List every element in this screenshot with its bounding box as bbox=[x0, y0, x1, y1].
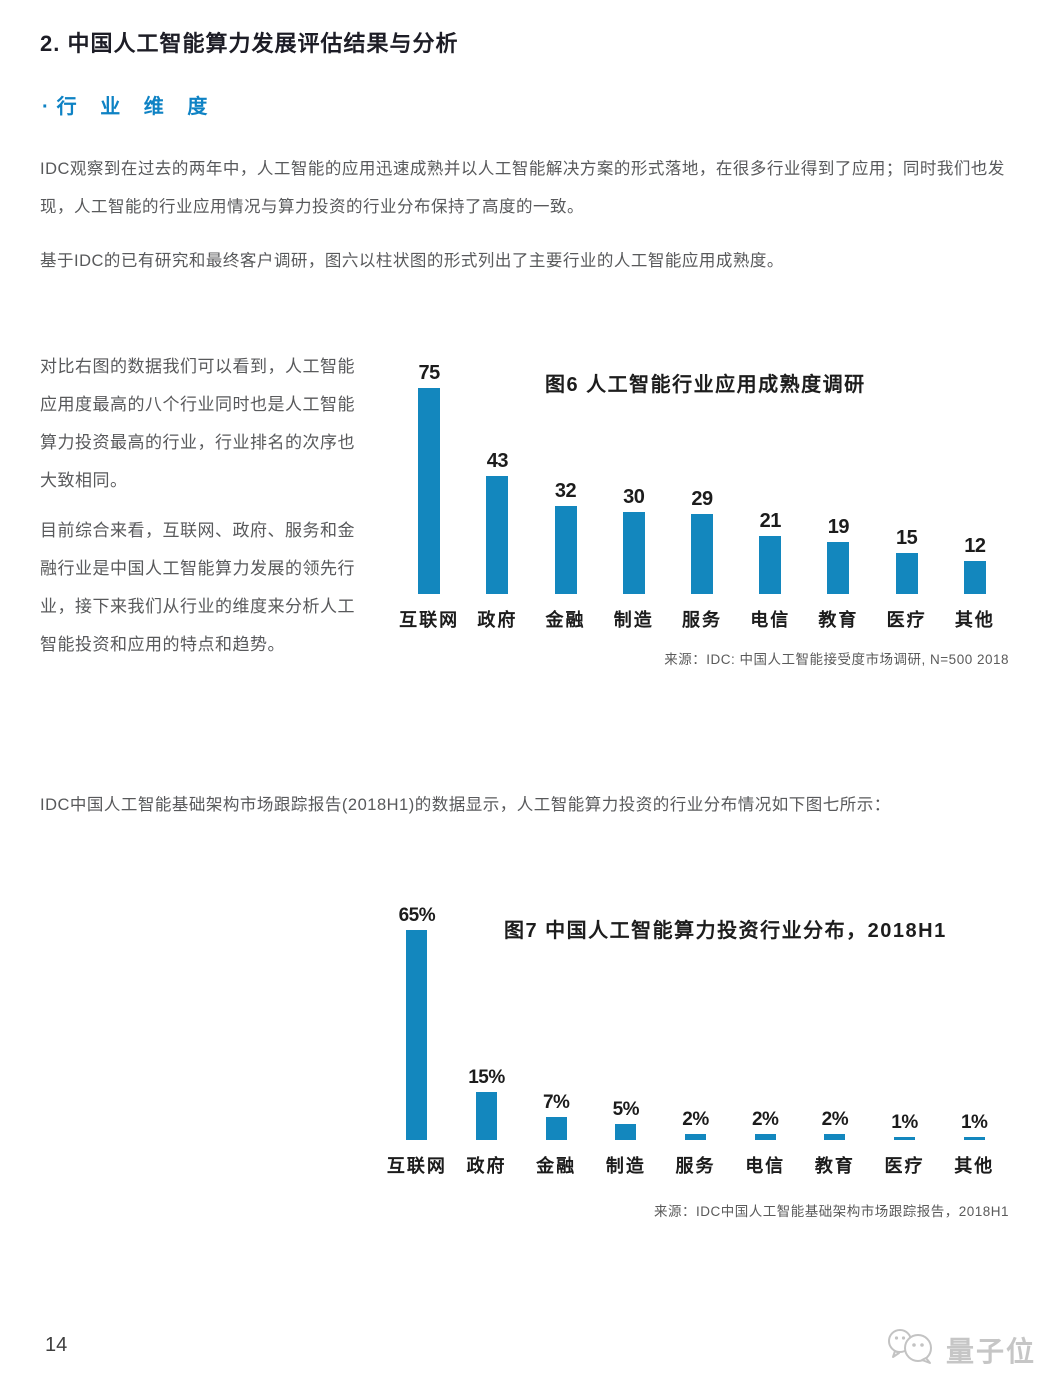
bar-column: 21 bbox=[736, 510, 804, 594]
bar-value-label: 19 bbox=[827, 515, 850, 538]
bar-column: 29 bbox=[668, 488, 736, 594]
paragraph-intro: IDC观察到在过去的两年中，人工智能的应用迅速成熟并以人工智能解决方案的形式落地… bbox=[40, 160, 1005, 216]
bar bbox=[759, 536, 782, 594]
bar bbox=[545, 1117, 567, 1140]
bar-column: 7% bbox=[521, 1092, 591, 1140]
category-label: 制造 bbox=[605, 1156, 646, 1176]
bar bbox=[963, 561, 986, 594]
bar-column: 2% bbox=[661, 1108, 731, 1140]
category-label: 政府 bbox=[477, 610, 518, 630]
category-label: 制造 bbox=[613, 610, 654, 630]
bar-value-label: 1% bbox=[960, 1111, 988, 1133]
bar-column: 15% bbox=[452, 1066, 522, 1140]
category-label: 医疗 bbox=[886, 610, 927, 630]
bar-column: 32 bbox=[531, 480, 599, 594]
chart-source: 来源：IDC中国人工智能基础架构市场跟踪报告，2018H1 bbox=[653, 1204, 1009, 1219]
bar bbox=[486, 475, 509, 594]
bar bbox=[894, 1136, 916, 1140]
chart-figure7: 图7 中国人工智能算力投资行业分布，2018H1 65% 15% 7% 5% 2% 2% 2… bbox=[382, 898, 1009, 1220]
bar bbox=[406, 930, 428, 1140]
category-label: 金融 bbox=[545, 610, 586, 630]
bar-column: 15 bbox=[873, 527, 941, 594]
bar-value-label: 2% bbox=[821, 1108, 849, 1130]
bar-value-label: 5% bbox=[612, 1098, 640, 1120]
bar-value-label: 29 bbox=[691, 488, 713, 511]
bar-column: 30 bbox=[600, 486, 668, 594]
bar bbox=[824, 1133, 846, 1140]
bar bbox=[690, 514, 713, 594]
page-number: 14 bbox=[45, 1334, 68, 1356]
bar bbox=[418, 388, 441, 594]
chart-source: 来源：IDC: 中国人工智能接受度市场调研, N=500 2018 bbox=[664, 652, 1009, 667]
bullet-dot: · bbox=[42, 96, 49, 118]
sub-heading-label: 行 业 维 度 bbox=[56, 96, 217, 118]
category-label: 医疗 bbox=[884, 1156, 925, 1176]
category-label: 互联网 bbox=[399, 610, 460, 630]
bar-value-label: 1% bbox=[891, 1111, 918, 1133]
categories-row: 互联网 政府 金融 制造 服务 电信 教育 医疗 其他 bbox=[395, 606, 1009, 632]
bar bbox=[963, 1136, 985, 1140]
category-label: 电信 bbox=[745, 1156, 786, 1176]
chat-bubbles-icon bbox=[886, 1326, 940, 1373]
paragraph-summary: 目前综合来看，互联网、政府、服务和金融行业是中国人工智能算力发展的领先行业，接下… bbox=[40, 521, 355, 654]
bar-column: 75 bbox=[395, 362, 463, 594]
bar-value-label: 75 bbox=[418, 362, 440, 384]
bar-column: 43 bbox=[463, 450, 531, 594]
category-label: 互联网 bbox=[386, 1156, 447, 1176]
bar bbox=[615, 1123, 637, 1140]
chart-title: 图7 中国人工智能算力投资行业分布，2018H1 bbox=[504, 920, 947, 942]
category-label: 电信 bbox=[750, 610, 791, 630]
bar-value-label: 2% bbox=[751, 1108, 779, 1130]
bar-column: 1% bbox=[939, 1112, 1009, 1140]
bar-value-label: 65% bbox=[398, 905, 436, 926]
bar-column: 5% bbox=[591, 1099, 661, 1140]
bar bbox=[685, 1133, 707, 1140]
bar bbox=[754, 1133, 776, 1140]
bar-value-label: 15% bbox=[468, 1066, 505, 1088]
category-label: 教育 bbox=[818, 610, 859, 630]
bar-column: 12 bbox=[941, 535, 1009, 594]
bar-value-label: 30 bbox=[623, 485, 645, 508]
bar-value-label: 21 bbox=[759, 510, 782, 533]
section-heading: 2. 中国人工智能算力发展评估结果与分析 bbox=[40, 31, 459, 56]
watermark-text: 量子位 bbox=[946, 1335, 1037, 1367]
category-label: 服务 bbox=[681, 610, 722, 630]
bar-column: 1% bbox=[870, 1112, 940, 1140]
categories-row: 互联网 政府 金融 制造 服务 电信 教育 医疗 其他 bbox=[382, 1152, 1009, 1178]
bar-column: 65% bbox=[382, 905, 452, 1140]
bar-column: 19 bbox=[804, 516, 872, 594]
bar-value-label: 12 bbox=[964, 535, 986, 557]
category-label: 其他 bbox=[954, 1156, 995, 1176]
plot: 75 43 32 30 29 21 19 15 12 bbox=[395, 352, 1009, 594]
bar-value-label: 43 bbox=[486, 449, 509, 472]
bar bbox=[895, 552, 918, 594]
category-label: 服务 bbox=[675, 1156, 716, 1176]
qbitai-watermark: 量子位 bbox=[886, 1326, 1036, 1373]
chart-title: 图6 人工智能行业应用成熟度调研 bbox=[545, 374, 866, 396]
category-label: 政府 bbox=[466, 1156, 507, 1176]
category-label: 金融 bbox=[536, 1156, 577, 1176]
bar-value-label: 7% bbox=[542, 1092, 570, 1114]
bar bbox=[622, 511, 645, 594]
bar-value-label: 15 bbox=[896, 526, 918, 549]
bar-column: 2% bbox=[730, 1108, 800, 1140]
paragraph-figure7-intro: IDC中国人工智能基础架构市场跟踪报告(2018H1)的数据显示，人工智能算力投… bbox=[40, 796, 891, 814]
paragraph-figure6-intro: 基于IDC的已有研究和最终客户调研，图六以柱状图的形式列出了主要行业的人工智能应… bbox=[40, 252, 784, 270]
bar-value-label: 32 bbox=[554, 480, 577, 503]
paragraph-comparison: 对比右图的数据我们可以看到，人工智能应用度最高的八个行业同时也是人工智能算力投资… bbox=[40, 357, 355, 490]
chart-figure6: 图6 人工智能行业应用成熟度调研 75 43 32 30 29 21 19 15 12 互联网政… bbox=[395, 352, 1009, 668]
bar-column: 2% bbox=[800, 1108, 870, 1140]
bar bbox=[827, 541, 850, 594]
bar-value-label: 2% bbox=[682, 1108, 709, 1130]
category-label: 其他 bbox=[954, 610, 995, 630]
bar bbox=[554, 506, 577, 594]
sub-heading: · 行 业 维 度 bbox=[42, 90, 216, 119]
bar bbox=[476, 1091, 497, 1140]
category-label: 教育 bbox=[814, 1156, 855, 1176]
plot: 65% 15% 7% 5% 2% 2% 2% 1% 1% bbox=[382, 898, 1009, 1140]
